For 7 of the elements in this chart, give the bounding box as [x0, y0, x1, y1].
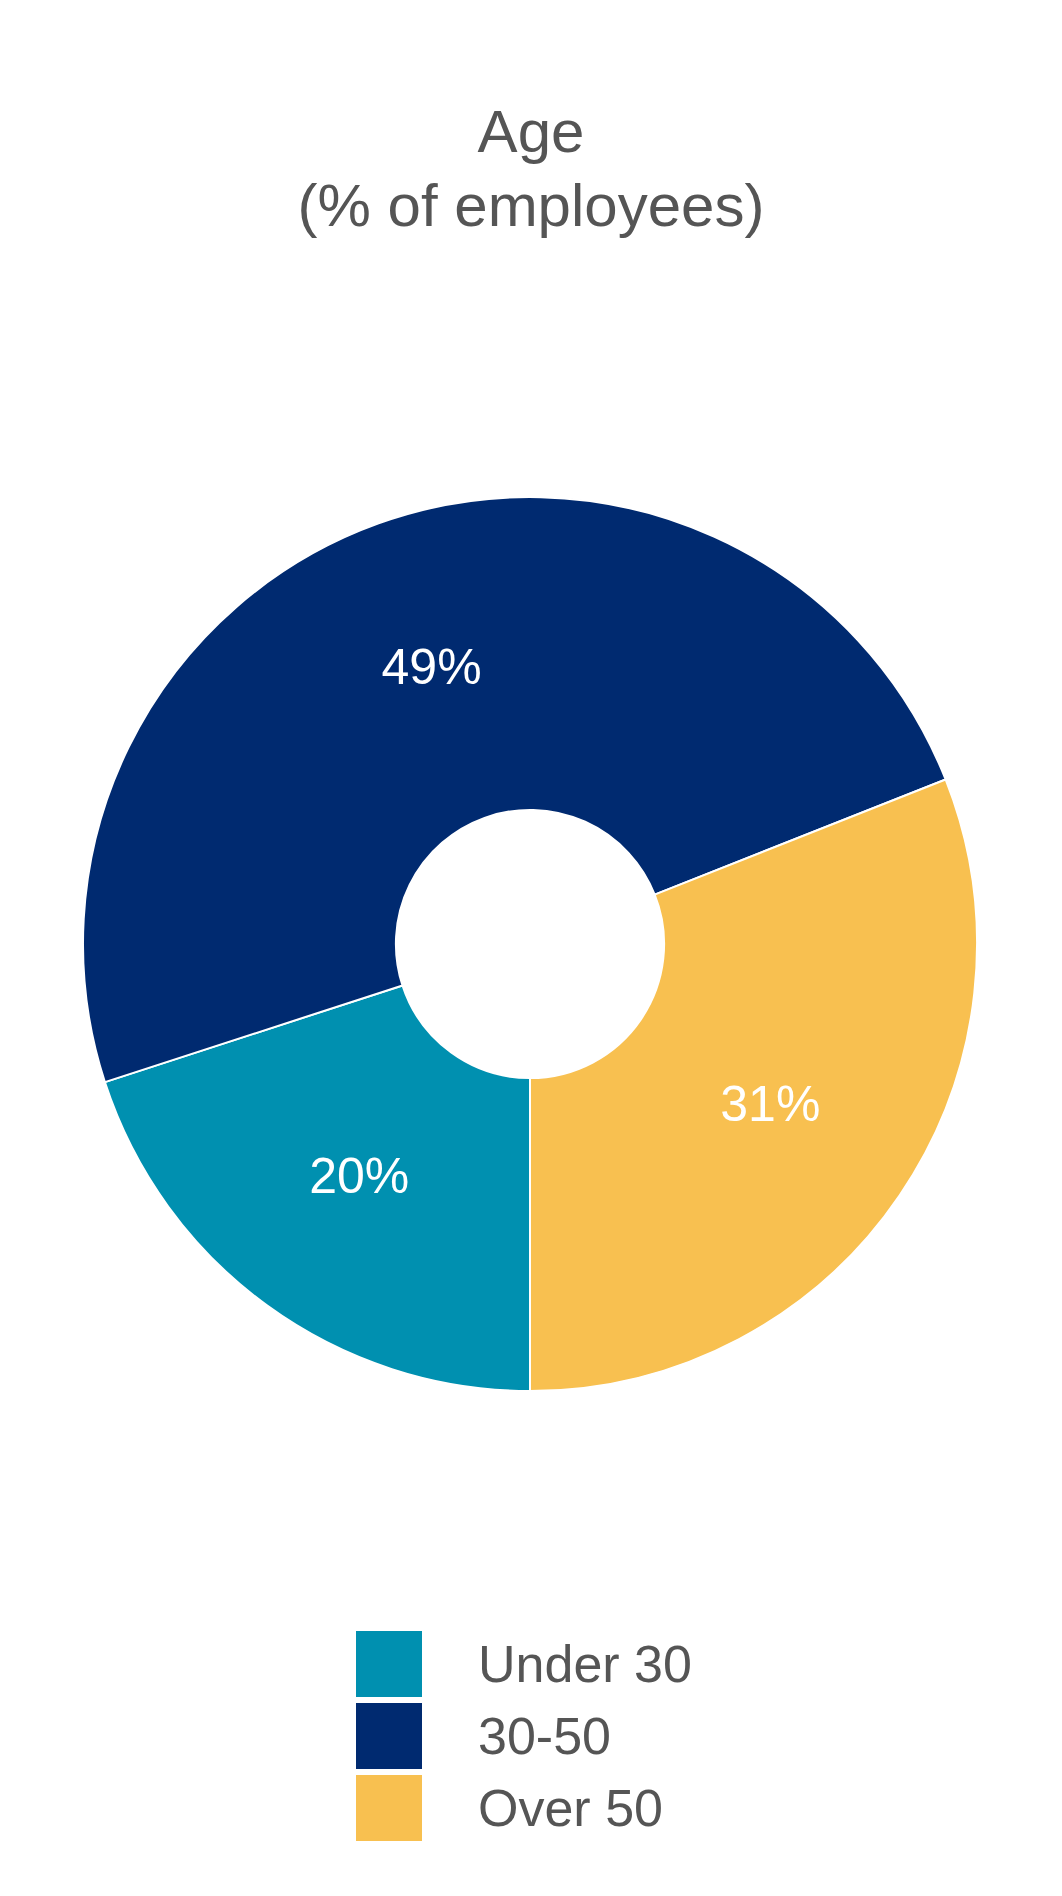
chart-title: Age (% of employees): [296, 97, 766, 241]
data-label: 49%: [381, 639, 482, 696]
data-label: 31%: [720, 1076, 821, 1133]
data-label: 20%: [309, 1147, 410, 1204]
legend-label: 30-50: [478, 1706, 611, 1766]
legend-label: Under 30: [478, 1634, 692, 1694]
legend-label: Over 50: [478, 1778, 663, 1838]
